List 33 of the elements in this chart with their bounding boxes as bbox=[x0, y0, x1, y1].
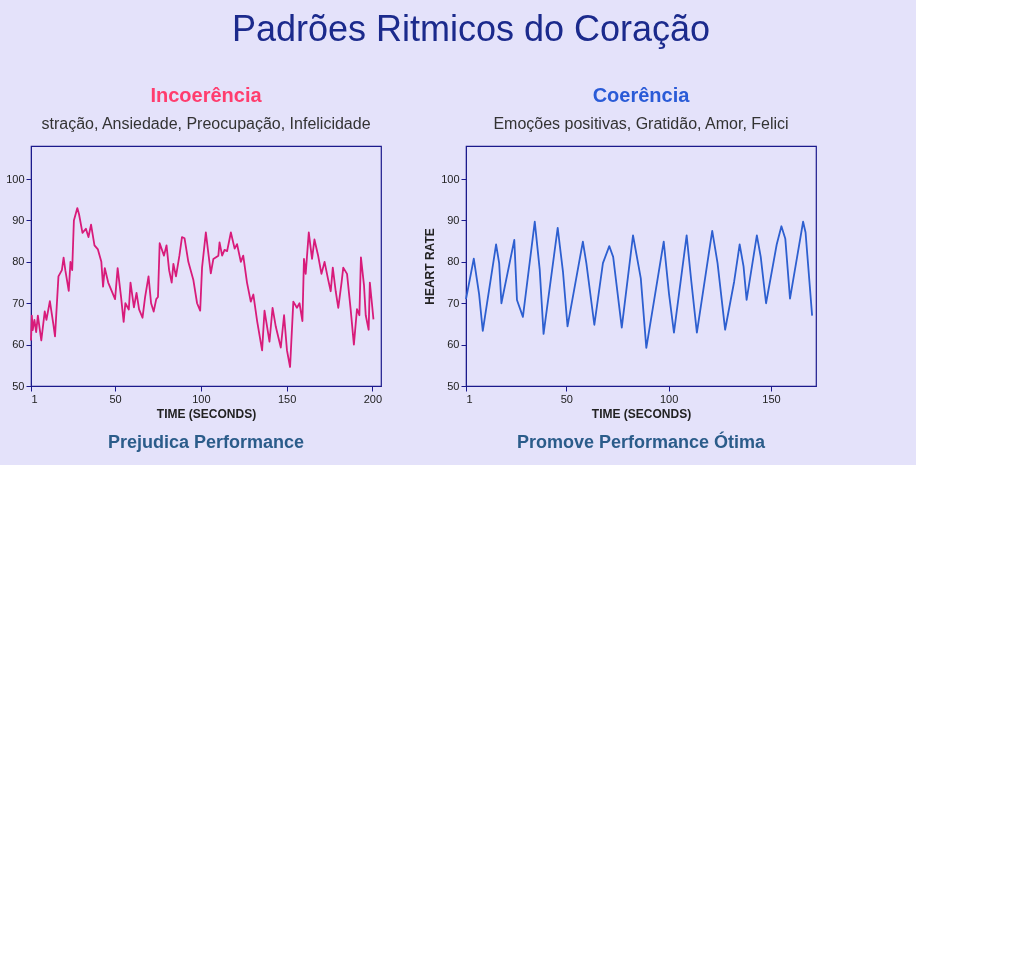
y-tick-label: 80 bbox=[447, 255, 460, 268]
x-tick-label: 150 bbox=[277, 392, 297, 405]
y-tick-label: 60 bbox=[12, 338, 25, 351]
x-tick-label: 50 bbox=[560, 392, 573, 405]
text: Padrões Ritmicos do Coração bbox=[231, 8, 711, 49]
y-tick-label: 50 bbox=[12, 379, 25, 392]
chart-title: Coerência bbox=[592, 84, 691, 106]
text: Promove Performance Ótima bbox=[516, 431, 767, 452]
text: Prejudica Performance bbox=[107, 432, 305, 452]
x-tick-label: 1 bbox=[31, 392, 38, 405]
x-axis-title: TIME (SECONDS) bbox=[156, 406, 257, 421]
y-tick-label: 70 bbox=[447, 296, 460, 309]
y-tick-label: 80 bbox=[12, 255, 25, 268]
x-tick-label: 200 bbox=[363, 392, 383, 405]
y-axis-title: HEART RATE bbox=[423, 228, 438, 305]
x-tick-label: 1 bbox=[466, 392, 473, 405]
y-tick-label: 60 bbox=[447, 338, 460, 351]
x-tick-label: 50 bbox=[109, 392, 122, 405]
x-tick-label: 100 bbox=[659, 392, 679, 405]
line-series bbox=[30, 207, 375, 368]
x-axis-title: TIME (SECONDS) bbox=[591, 406, 692, 421]
y-tick-label: 70 bbox=[12, 296, 25, 309]
y-tick-label: 90 bbox=[447, 213, 460, 226]
y-tick-label: 50 bbox=[447, 379, 460, 392]
y-tick-label: 90 bbox=[12, 213, 25, 226]
y-tick-label: 100 bbox=[441, 172, 460, 185]
x-tick-label: 150 bbox=[762, 392, 781, 405]
line-series bbox=[465, 220, 814, 349]
chart-subtitle: Emoções positivas, Gratidão, Amor, Felici bbox=[493, 115, 789, 132]
chart-title: Incoerência bbox=[150, 84, 263, 106]
y-tick-label: 100 bbox=[6, 172, 25, 185]
chart-subtitle: stração, Ansiedade, Preocupação, Infelicidade bbox=[41, 115, 371, 132]
x-tick-label: 100 bbox=[192, 392, 211, 405]
